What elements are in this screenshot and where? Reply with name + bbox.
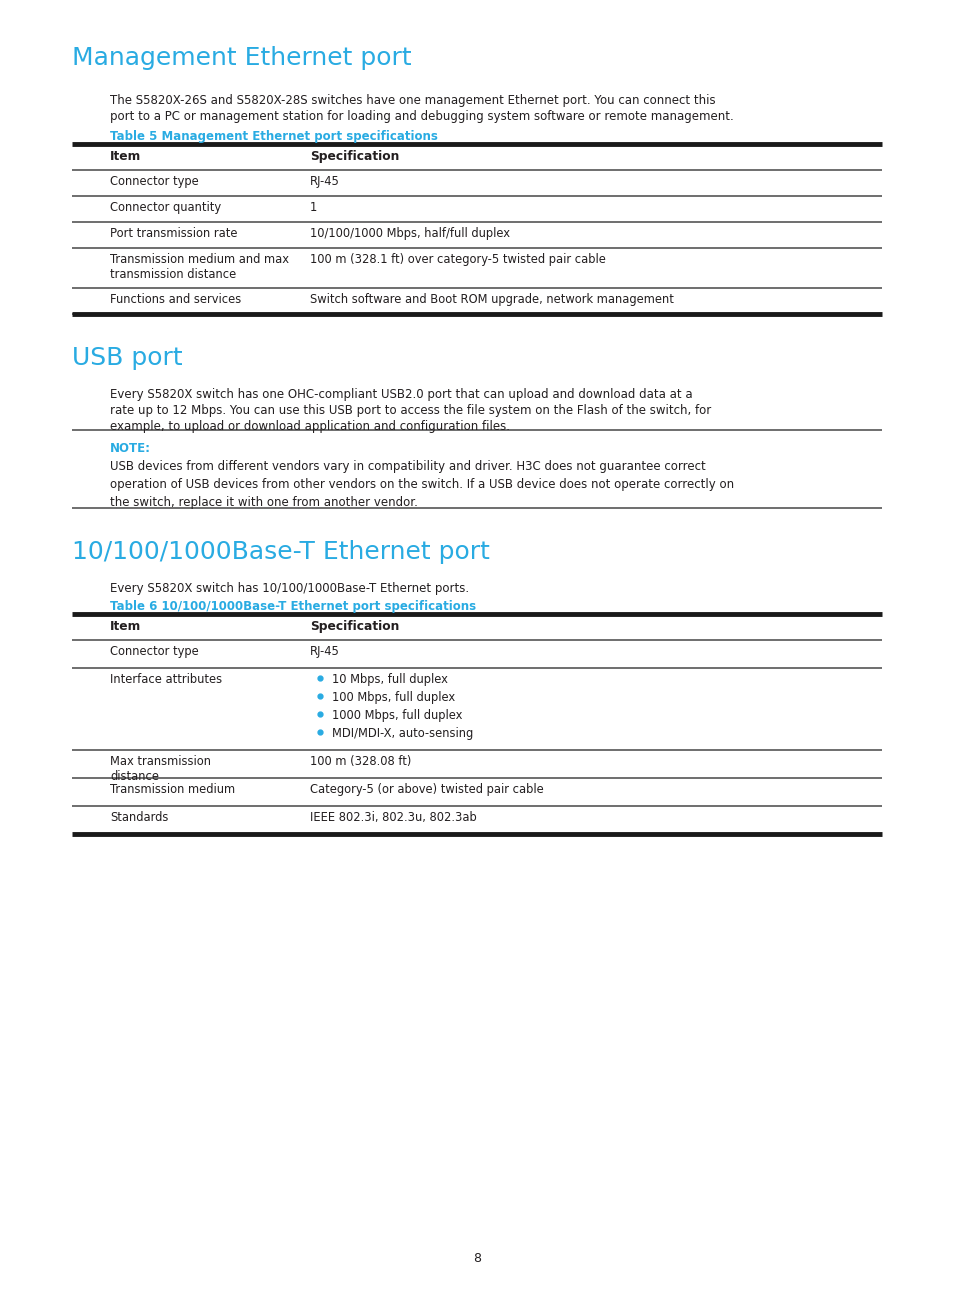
Text: Every S5820X switch has 10/100/1000Base-T Ethernet ports.: Every S5820X switch has 10/100/1000Base-… [110, 582, 469, 595]
Text: Interface attributes: Interface attributes [110, 673, 222, 686]
Text: RJ-45: RJ-45 [310, 175, 339, 188]
Text: USB devices from different vendors vary in compatibility and driver. H3C does no: USB devices from different vendors vary … [110, 459, 705, 474]
Text: Item: Item [110, 150, 141, 163]
Text: Standards: Standards [110, 811, 168, 824]
Text: Transmission medium: Transmission medium [110, 783, 234, 796]
Text: 100 m (328.1 ft) over category-5 twisted pair cable: 100 m (328.1 ft) over category-5 twisted… [310, 254, 605, 267]
Text: 100 m (328.08 ft): 100 m (328.08 ft) [310, 754, 411, 769]
Text: Category-5 (or above) twisted pair cable: Category-5 (or above) twisted pair cable [310, 783, 543, 796]
Text: MDI/MDI-X, auto-sensing: MDI/MDI-X, auto-sensing [332, 727, 473, 740]
Text: NOTE:: NOTE: [110, 443, 151, 455]
Text: USB port: USB port [71, 345, 182, 370]
Text: Specification: Specification [310, 150, 399, 163]
Text: Management Ethernet port: Management Ethernet port [71, 47, 411, 70]
Text: Connector type: Connector type [110, 175, 198, 188]
Text: The S5820X-26S and S5820X-28S switches have one management Ethernet port. You ca: The S5820X-26S and S5820X-28S switches h… [110, 94, 715, 107]
Text: Transmission medium and max
transmission distance: Transmission medium and max transmission… [110, 254, 289, 281]
Text: Table 5 Management Ethernet port specifications: Table 5 Management Ethernet port specifi… [110, 129, 437, 144]
Text: RJ-45: RJ-45 [310, 644, 339, 659]
Text: example, to upload or download application and configuration files.: example, to upload or download applicati… [110, 421, 510, 433]
Text: 100 Mbps, full duplex: 100 Mbps, full duplex [332, 691, 455, 704]
Text: Connector type: Connector type [110, 644, 198, 659]
Text: operation of USB devices from other vendors on the switch. If a USB device does : operation of USB devices from other vend… [110, 477, 734, 490]
Text: Max transmission
distance: Max transmission distance [110, 754, 211, 783]
Text: Specification: Specification [310, 620, 399, 633]
Text: Item: Item [110, 620, 141, 633]
Text: Every S5820X switch has one OHC-compliant USB2.0 port that can upload and downlo: Every S5820X switch has one OHC-complian… [110, 388, 692, 401]
Text: 10/100/1000Base-T Ethernet port: 10/100/1000Base-T Ethernet port [71, 540, 489, 564]
Text: the switch, replace it with one from another vendor.: the switch, replace it with one from ano… [110, 496, 417, 509]
Text: Port transmission rate: Port transmission rate [110, 226, 237, 239]
Text: 1000 Mbps, full duplex: 1000 Mbps, full duplex [332, 709, 462, 722]
Text: Table 6 10/100/1000Base-T Ethernet port specifications: Table 6 10/100/1000Base-T Ethernet port … [110, 600, 476, 613]
Text: Functions and services: Functions and services [110, 292, 241, 305]
Text: port to a PC or management station for loading and debugging system software or : port to a PC or management station for l… [110, 110, 733, 123]
Text: Connector quantity: Connector quantity [110, 201, 221, 214]
Text: Switch software and Boot ROM upgrade, network management: Switch software and Boot ROM upgrade, ne… [310, 292, 673, 305]
Text: rate up to 12 Mbps. You can use this USB port to access the file system on the F: rate up to 12 Mbps. You can use this USB… [110, 404, 711, 417]
Text: 10/100/1000 Mbps, half/full duplex: 10/100/1000 Mbps, half/full duplex [310, 226, 510, 239]
Text: 1: 1 [310, 201, 317, 214]
Text: IEEE 802.3i, 802.3u, 802.3ab: IEEE 802.3i, 802.3u, 802.3ab [310, 811, 476, 824]
Text: 8: 8 [473, 1253, 480, 1266]
Text: 10 Mbps, full duplex: 10 Mbps, full duplex [332, 673, 447, 686]
